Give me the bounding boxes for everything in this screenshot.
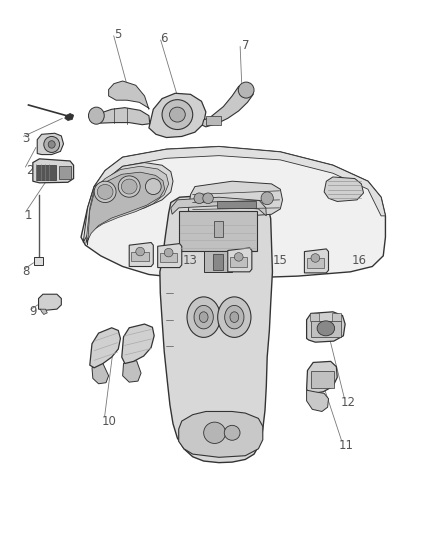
Text: 15: 15 — [273, 254, 288, 266]
Text: 16: 16 — [352, 254, 367, 266]
Bar — [131, 252, 149, 261]
Bar — [311, 321, 341, 337]
Polygon shape — [122, 324, 154, 364]
Polygon shape — [94, 108, 150, 125]
Ellipse shape — [170, 107, 185, 122]
Polygon shape — [86, 166, 169, 244]
Polygon shape — [83, 163, 173, 243]
Polygon shape — [40, 309, 47, 314]
Bar — [206, 116, 221, 125]
Bar — [36, 165, 56, 180]
Ellipse shape — [230, 312, 239, 322]
Bar — [59, 166, 71, 179]
Polygon shape — [65, 114, 74, 120]
Text: 2: 2 — [26, 164, 34, 177]
Text: 7: 7 — [241, 39, 249, 52]
Polygon shape — [81, 147, 385, 278]
Polygon shape — [33, 159, 74, 183]
Text: 9: 9 — [29, 305, 37, 318]
Bar — [230, 257, 247, 266]
Polygon shape — [109, 81, 149, 109]
Ellipse shape — [97, 184, 113, 199]
Polygon shape — [123, 360, 141, 382]
Polygon shape — [307, 390, 328, 411]
Ellipse shape — [261, 192, 273, 205]
Ellipse shape — [162, 100, 193, 130]
Polygon shape — [307, 312, 345, 342]
Polygon shape — [307, 361, 337, 393]
Ellipse shape — [44, 136, 60, 152]
Bar — [213, 254, 223, 270]
Polygon shape — [179, 411, 263, 457]
Polygon shape — [149, 93, 206, 138]
Text: 14: 14 — [209, 254, 224, 266]
Text: 6: 6 — [160, 32, 168, 45]
Ellipse shape — [145, 179, 161, 195]
Polygon shape — [39, 294, 61, 310]
Ellipse shape — [94, 181, 116, 203]
Polygon shape — [228, 248, 252, 272]
Ellipse shape — [199, 312, 208, 322]
Ellipse shape — [203, 193, 213, 204]
Polygon shape — [304, 249, 328, 273]
Ellipse shape — [187, 297, 220, 337]
Ellipse shape — [218, 297, 251, 337]
Polygon shape — [88, 172, 165, 245]
Ellipse shape — [118, 176, 140, 197]
Polygon shape — [129, 243, 153, 266]
Bar — [217, 201, 256, 208]
Polygon shape — [171, 197, 266, 216]
Bar — [310, 313, 319, 321]
Polygon shape — [188, 181, 283, 217]
Bar — [204, 251, 232, 272]
Text: 12: 12 — [341, 396, 356, 409]
Ellipse shape — [164, 248, 173, 257]
Ellipse shape — [194, 305, 213, 329]
Polygon shape — [324, 177, 364, 201]
Text: 8: 8 — [23, 265, 30, 278]
Ellipse shape — [136, 247, 145, 256]
Polygon shape — [160, 195, 272, 463]
Polygon shape — [94, 147, 385, 216]
Text: 1: 1 — [25, 209, 32, 222]
Ellipse shape — [194, 193, 205, 204]
Ellipse shape — [204, 422, 226, 443]
Polygon shape — [158, 244, 182, 268]
Bar — [179, 211, 257, 251]
Bar — [214, 221, 223, 237]
Text: 13: 13 — [183, 254, 198, 266]
Ellipse shape — [317, 321, 335, 336]
Bar — [311, 371, 334, 388]
Polygon shape — [37, 133, 64, 155]
Bar — [34, 257, 43, 265]
Bar — [307, 258, 324, 268]
Text: 11: 11 — [339, 439, 353, 451]
Polygon shape — [92, 364, 109, 384]
Polygon shape — [90, 328, 120, 368]
Ellipse shape — [88, 107, 104, 124]
Ellipse shape — [121, 179, 137, 194]
Ellipse shape — [311, 254, 320, 262]
Bar — [332, 313, 341, 321]
Text: 10: 10 — [101, 415, 116, 427]
Ellipse shape — [224, 425, 240, 440]
Bar — [160, 253, 177, 262]
Ellipse shape — [238, 82, 254, 98]
Text: 3: 3 — [23, 132, 30, 145]
Ellipse shape — [234, 253, 243, 261]
Ellipse shape — [225, 305, 244, 329]
Polygon shape — [202, 85, 253, 127]
Text: 5: 5 — [115, 28, 122, 41]
Ellipse shape — [48, 141, 55, 148]
